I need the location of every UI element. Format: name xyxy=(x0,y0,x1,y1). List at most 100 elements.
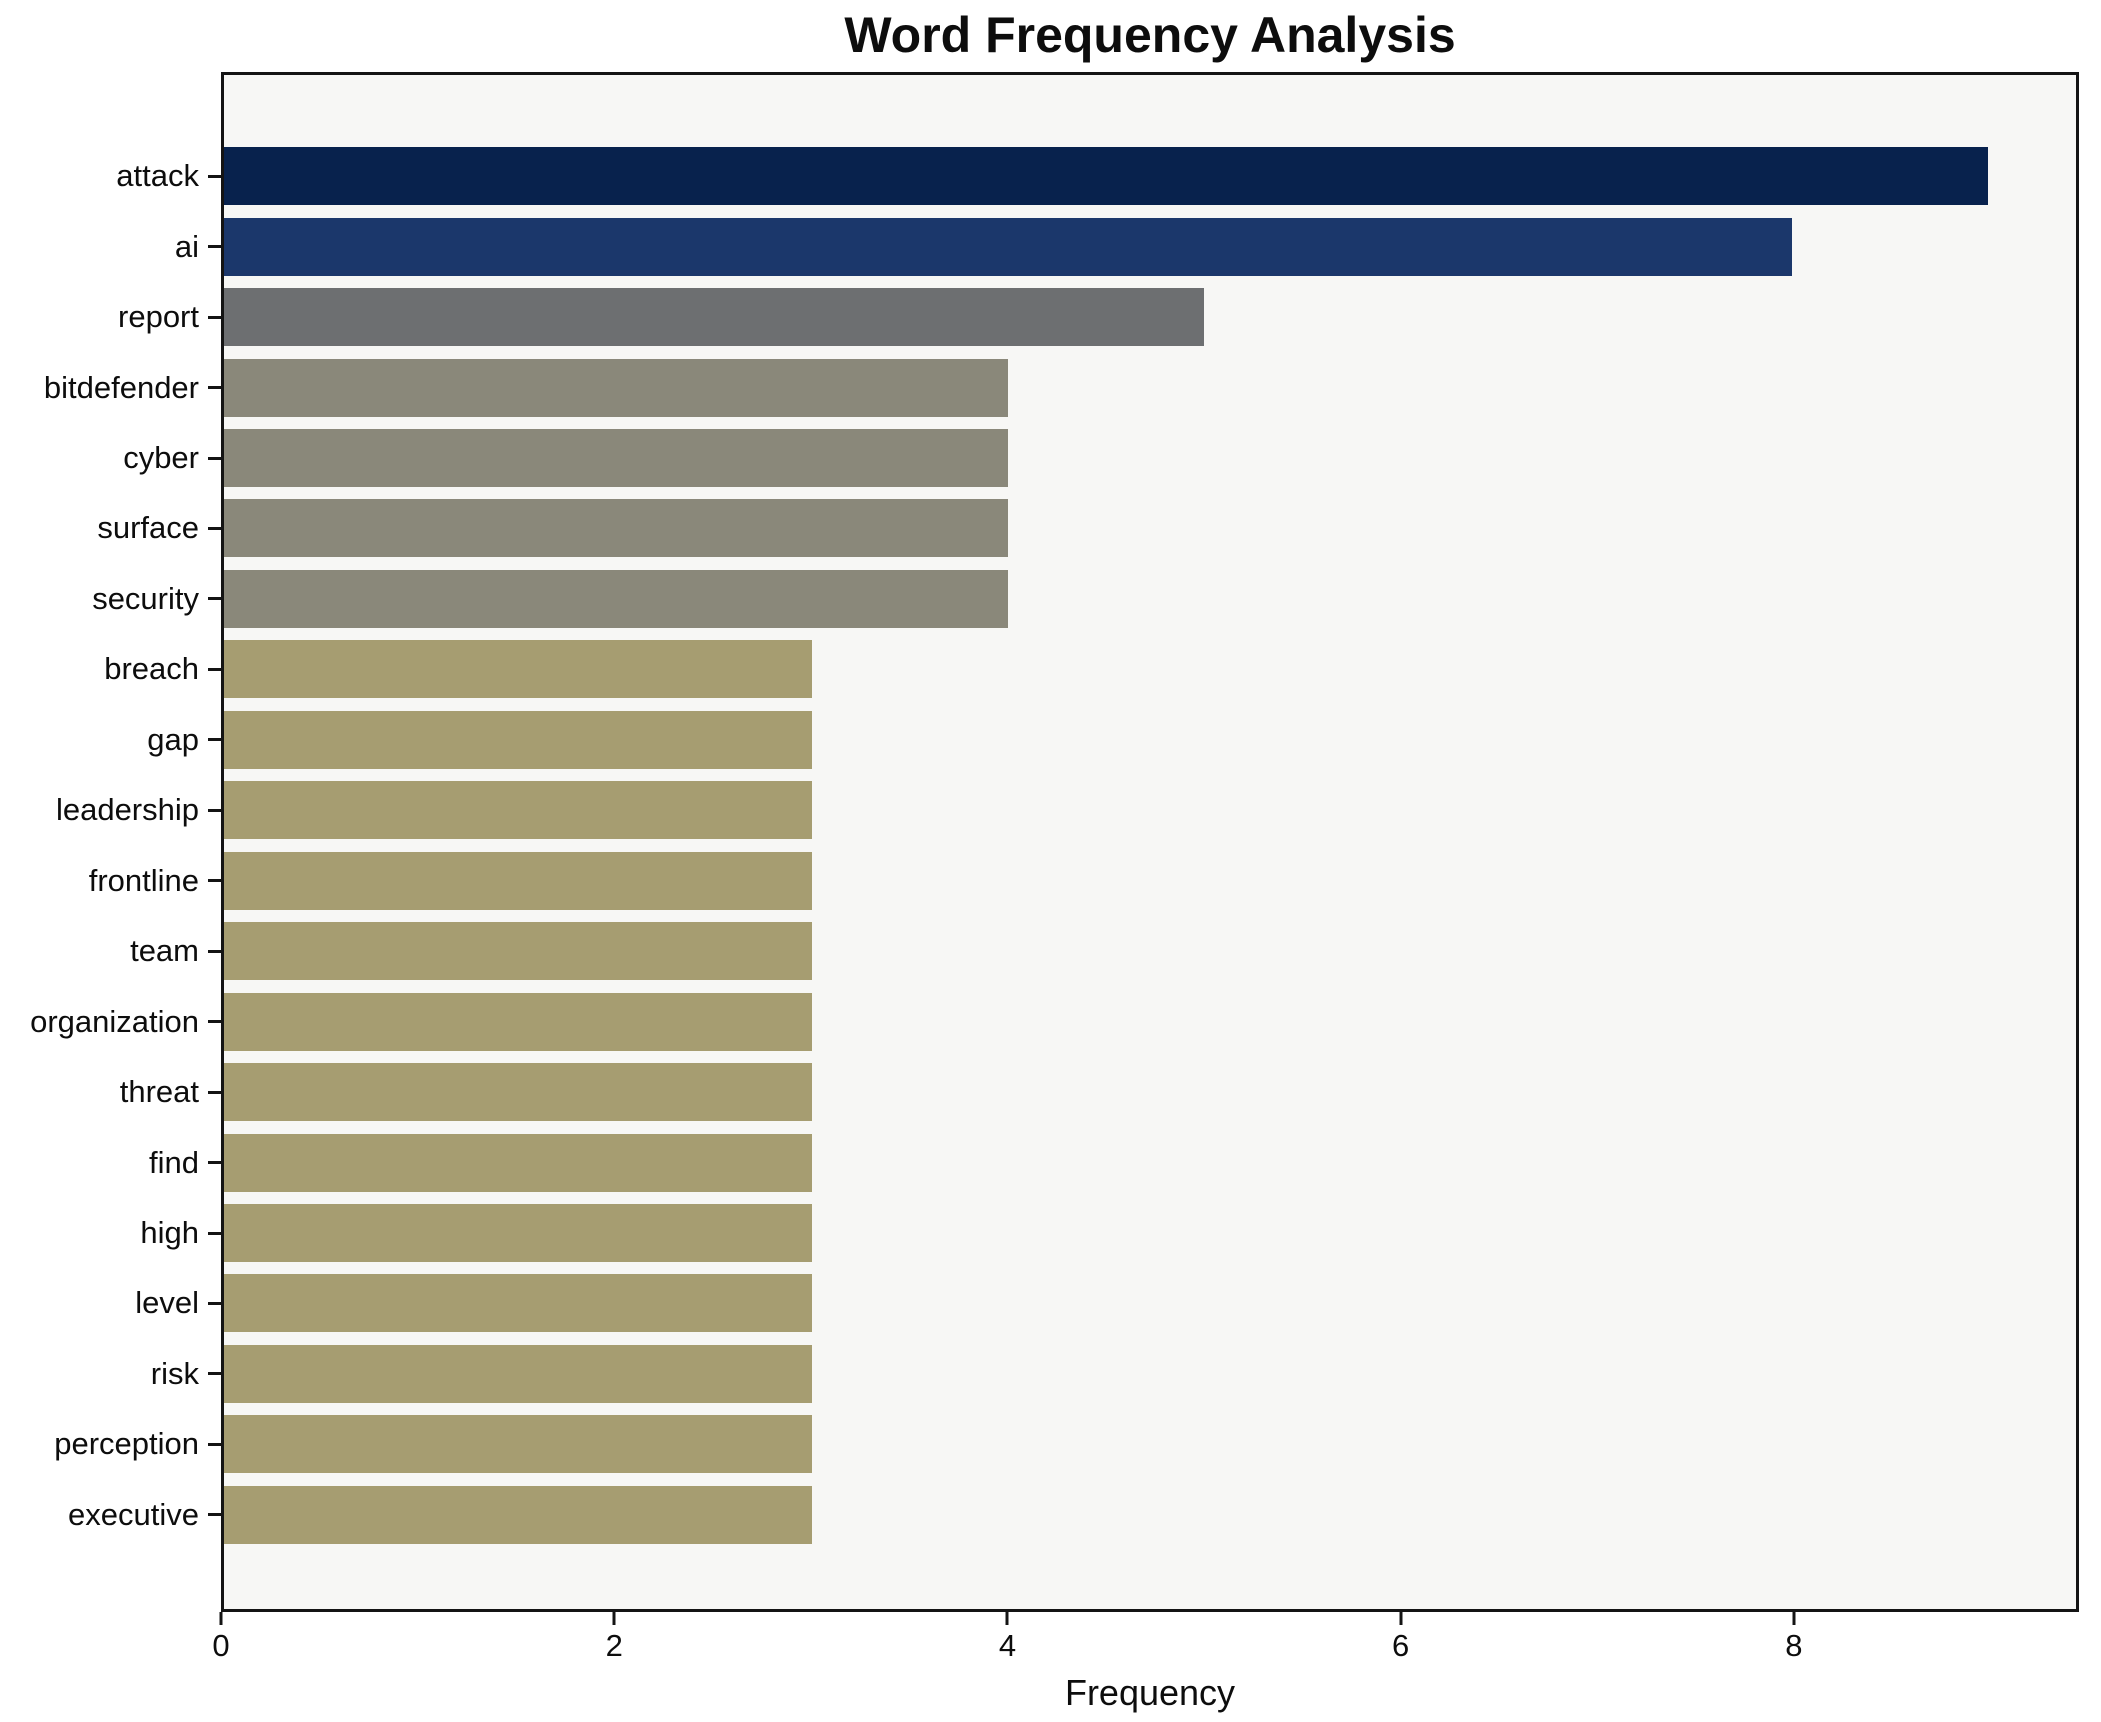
x-tick-mark xyxy=(612,1612,616,1625)
bar-row xyxy=(224,1409,2076,1479)
bar-row xyxy=(224,282,2076,352)
y-tick-label-cyber: cyber xyxy=(123,440,199,476)
bar-breach xyxy=(224,640,812,699)
y-tick-label-level: level xyxy=(135,1285,199,1321)
x-tick-mark xyxy=(1792,1612,1796,1625)
y-tick-label-attack: attack xyxy=(116,158,199,194)
bar-row xyxy=(224,916,2076,986)
x-axis-title: Frequency xyxy=(1064,1672,1236,1713)
bar-report xyxy=(224,288,1204,347)
y-axis-labels: attack ai report bitdefender cyber surface sec… xyxy=(0,72,221,1612)
plot-area xyxy=(221,72,2079,1612)
y-tick-label-leadership: leadership xyxy=(55,792,199,828)
y-tick-mark xyxy=(208,667,221,671)
y-tick-label-perception: perception xyxy=(54,1426,199,1462)
bar-high xyxy=(224,1204,812,1263)
x-tick-label: 8 xyxy=(1785,1628,1803,1663)
bar-row xyxy=(224,1198,2076,1268)
y-tick-label-gap: gap xyxy=(147,721,199,757)
y-label-row: attack xyxy=(0,141,221,211)
y-tick-mark xyxy=(208,315,221,319)
y-tick-mark xyxy=(208,1161,221,1165)
bar-row xyxy=(224,1480,2076,1550)
y-label-row: risk xyxy=(0,1339,221,1409)
y-label-row: find xyxy=(0,1127,221,1197)
y-tick-mark xyxy=(208,245,221,249)
bar-ai xyxy=(224,217,1792,276)
y-tick-label-bitdefender: bitdefender xyxy=(43,369,199,405)
bar-row xyxy=(224,423,2076,493)
chart-title: Word Frequency Analysis xyxy=(844,7,1456,63)
y-tick-label-team: team xyxy=(130,933,199,969)
bar-threat xyxy=(224,1063,812,1122)
y-tick-label-high: high xyxy=(140,1215,199,1251)
y-label-row: team xyxy=(0,916,221,986)
bar-row xyxy=(224,775,2076,845)
bar-row xyxy=(224,1057,2076,1127)
y-tick-mark xyxy=(208,597,221,601)
bar-row xyxy=(224,705,2076,775)
bar-row xyxy=(224,564,2076,634)
bar-executive xyxy=(224,1485,812,1544)
y-label-row: high xyxy=(0,1198,221,1268)
bar-bitdefender xyxy=(224,358,1008,417)
bar-row xyxy=(224,211,2076,281)
y-tick-label-executive: executive xyxy=(68,1496,199,1532)
bar-cyber xyxy=(224,429,1008,488)
x-tick-label: 0 xyxy=(212,1628,230,1663)
bar-row xyxy=(224,493,2076,563)
y-tick-label-organization: organization xyxy=(30,1003,199,1039)
y-label-row: security xyxy=(0,564,221,634)
bar-row xyxy=(224,352,2076,422)
y-tick-mark xyxy=(208,386,221,390)
bar-organization xyxy=(224,992,812,1051)
bar-row xyxy=(224,846,2076,916)
y-label-row: perception xyxy=(0,1409,221,1479)
y-label-row: level xyxy=(0,1268,221,1338)
y-label-row: gap xyxy=(0,705,221,775)
x-tick-mark xyxy=(219,1612,223,1625)
bar-row xyxy=(224,986,2076,1056)
y-tick-mark xyxy=(208,949,221,953)
y-tick-label-ai: ai xyxy=(174,228,199,264)
bar-team xyxy=(224,922,812,981)
bar-security xyxy=(224,569,1008,628)
bar-row xyxy=(224,141,2076,211)
x-tick-label: 6 xyxy=(1392,1628,1410,1663)
x-tick-mark xyxy=(1005,1612,1009,1625)
y-label-row: leadership xyxy=(0,775,221,845)
y-tick-mark xyxy=(208,1301,221,1305)
bar-gap xyxy=(224,710,812,769)
y-label-row: report xyxy=(0,282,221,352)
y-tick-mark xyxy=(208,1372,221,1376)
bar-attack xyxy=(224,147,1988,206)
y-label-row: surface xyxy=(0,493,221,563)
y-label-row: executive xyxy=(0,1480,221,1550)
y-tick-mark xyxy=(208,1020,221,1024)
y-tick-mark xyxy=(208,1231,221,1235)
y-tick-label-surface: surface xyxy=(97,510,199,546)
x-tick-labels: 0 2 4 6 8 xyxy=(212,1628,2079,1664)
bar-row xyxy=(224,1268,2076,1338)
y-label-row: threat xyxy=(0,1057,221,1127)
bar-row xyxy=(224,634,2076,704)
y-tick-mark xyxy=(208,1090,221,1094)
y-tick-label-breach: breach xyxy=(104,651,199,687)
y-tick-label-risk: risk xyxy=(150,1355,199,1391)
bar-surface xyxy=(224,499,1008,558)
y-label-row: organization xyxy=(0,986,221,1056)
y-label-row: cyber xyxy=(0,423,221,493)
y-tick-label-security: security xyxy=(92,580,199,616)
y-label-row: breach xyxy=(0,634,221,704)
x-axis-ticks xyxy=(219,1612,2079,1626)
bar-row xyxy=(224,1339,2076,1409)
bars-container xyxy=(224,75,2076,1609)
x-tick-label: 4 xyxy=(998,1628,1017,1663)
bar-find xyxy=(224,1133,812,1192)
x-tick-label: 2 xyxy=(605,1628,623,1663)
bar-level xyxy=(224,1274,812,1333)
y-label-row: frontline xyxy=(0,846,221,916)
bar-perception xyxy=(224,1415,812,1474)
x-tick-mark xyxy=(1399,1612,1403,1625)
